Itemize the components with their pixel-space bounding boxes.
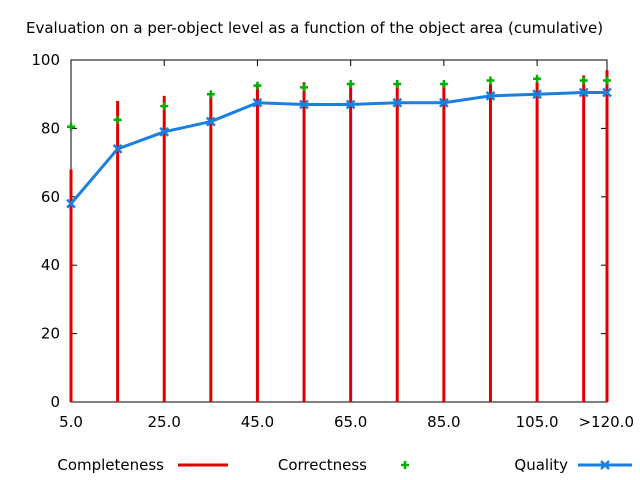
legend-swatch-correctness [401, 461, 409, 469]
x-tick-label: 85.0 [427, 413, 460, 431]
y-tick-label: 60 [41, 188, 60, 206]
chart-title: Evaluation on a per-object level as a fu… [26, 19, 603, 37]
x-tick-label: 25.0 [148, 413, 181, 431]
axes: 0 20 40 60 80 100 5.0 25.0 45.0 65.0 85.0 105.0 >120… [31, 51, 634, 431]
series-completeness [69, 70, 609, 402]
series-correctness [67, 74, 611, 131]
correctness-point [206, 90, 215, 99]
y-tick-label: 40 [41, 256, 60, 274]
x-tick-label: >120.0 [578, 413, 634, 431]
legend: Completeness Correctness Quality [57, 456, 632, 474]
quality-point [602, 87, 612, 98]
correctness-point [533, 74, 542, 83]
quality-point [345, 99, 356, 110]
quality-point [392, 97, 403, 108]
correctness-point [603, 76, 611, 85]
correctness-point [300, 83, 309, 92]
correctness-point [579, 76, 588, 85]
quality-point [299, 99, 309, 110]
correctness-point [439, 79, 448, 88]
x-tick-label: 45.0 [241, 413, 274, 431]
correctness-point [393, 79, 402, 88]
correctness-point [160, 102, 169, 111]
y-tick-label: 80 [41, 119, 60, 137]
series-quality [66, 87, 612, 209]
legend-label-completeness: Completeness [57, 456, 164, 474]
quality-point [66, 198, 76, 209]
quality-point [252, 97, 263, 108]
plot-frame [70, 59, 608, 403]
quality-point [205, 116, 216, 127]
quality-point [578, 87, 589, 98]
legend-label-quality: Quality [514, 456, 568, 474]
quality-point [532, 89, 542, 100]
x-tick-label: 65.0 [334, 413, 367, 431]
correctness-point [113, 115, 122, 124]
quality-point [112, 144, 123, 154]
quality-point [485, 91, 496, 101]
quality-point [159, 126, 170, 137]
quality-line [69, 90, 607, 205]
legend-label-correctness: Correctness [278, 456, 367, 474]
y-tick-label: 20 [41, 325, 60, 343]
correctness-point [346, 79, 355, 88]
quality-point [438, 97, 449, 108]
x-tick-label: 105.0 [516, 413, 559, 431]
x-tick-label: 5.0 [59, 413, 83, 431]
y-tick-label: 0 [50, 393, 60, 411]
y-tick-label: 100 [31, 51, 60, 69]
legend-marker-quality [600, 460, 610, 470]
correctness-point [67, 122, 75, 131]
correctness-point [253, 81, 262, 90]
correctness-point [486, 76, 495, 85]
